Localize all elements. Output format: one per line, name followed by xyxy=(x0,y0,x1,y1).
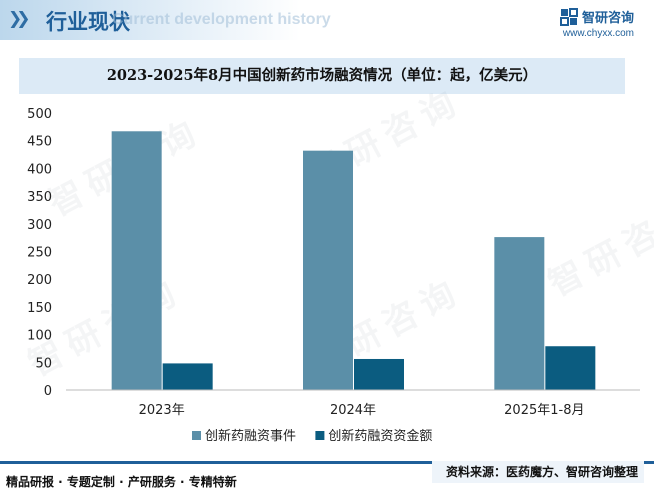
y-tick-label: 300 xyxy=(27,218,52,233)
bar xyxy=(494,237,545,390)
bar-chart: 0 50 100 150 200 250 300 350 400 450 500 2023年 2024… xyxy=(27,107,640,444)
y-axis: 0 50 100 150 200 250 300 350 400 450 500 xyxy=(27,107,52,399)
chart-title: 2023-2025年8月中国创新药市场融资情况（单位：起，亿美元） xyxy=(19,58,625,94)
bar xyxy=(162,363,213,390)
brand-url: www.chyxx.com xyxy=(562,28,634,39)
header: ❯❯ 行业现状 Current development history 智研咨询… xyxy=(0,0,654,44)
chart-area: 智研咨询 智研咨询 智研咨询 智研咨询 智研咨询 050100150200250… xyxy=(0,80,654,462)
legend-swatch xyxy=(315,431,325,440)
y-tick-label: 0 xyxy=(44,384,52,399)
y-tick-label: 150 xyxy=(27,301,52,316)
footer-divider xyxy=(0,461,654,464)
y-tick-label: 250 xyxy=(27,246,52,261)
y-tick-label: 500 xyxy=(27,107,52,122)
legend: 创新药融资事件 创新药融资资金额 xyxy=(192,428,432,444)
y-tick-label: 50 xyxy=(35,356,52,371)
x-tick-label: 2025年1-8月 xyxy=(504,403,584,418)
legend-label: 创新药融资事件 xyxy=(205,428,296,444)
bar xyxy=(303,150,353,390)
section-title: 行业现状 xyxy=(46,10,130,34)
y-tick-label: 100 xyxy=(27,329,52,344)
y-tick-label: 400 xyxy=(27,162,52,177)
legend-swatch xyxy=(192,431,201,440)
y-tick-label: 350 xyxy=(27,190,52,205)
brand-name: 智研咨询 xyxy=(581,11,634,26)
bar xyxy=(545,346,596,390)
legend-label: 创新药融资资金额 xyxy=(328,428,432,444)
x-axis: 2023年 2024年 2025年1-8月 xyxy=(66,389,640,418)
brand-logo-icon xyxy=(559,7,578,26)
footer-source: 资料来源：医药魔方、智研咨询整理 xyxy=(431,461,644,483)
footer-services: 精品研报 · 专题定制 · 产研服务 · 专精特新 xyxy=(6,475,237,489)
bar xyxy=(111,131,162,391)
header-banner xyxy=(0,0,300,40)
section-subtitle-ghost: Current development history xyxy=(112,11,331,28)
brand: 智研咨询 www.chyxx.com xyxy=(559,6,634,39)
bars xyxy=(111,131,596,391)
x-tick-label: 2024年 xyxy=(330,403,376,418)
footer: 精品研报 · 专题定制 · 产研服务 · 专精特新 资料来源：医药魔方、智研咨询… xyxy=(0,461,654,501)
chevron-double-icon: ❯❯ xyxy=(8,9,30,29)
bar xyxy=(354,358,404,390)
y-tick-label: 450 xyxy=(27,135,52,150)
x-tick-label: 2023年 xyxy=(139,403,185,418)
y-tick-label: 200 xyxy=(27,273,52,288)
